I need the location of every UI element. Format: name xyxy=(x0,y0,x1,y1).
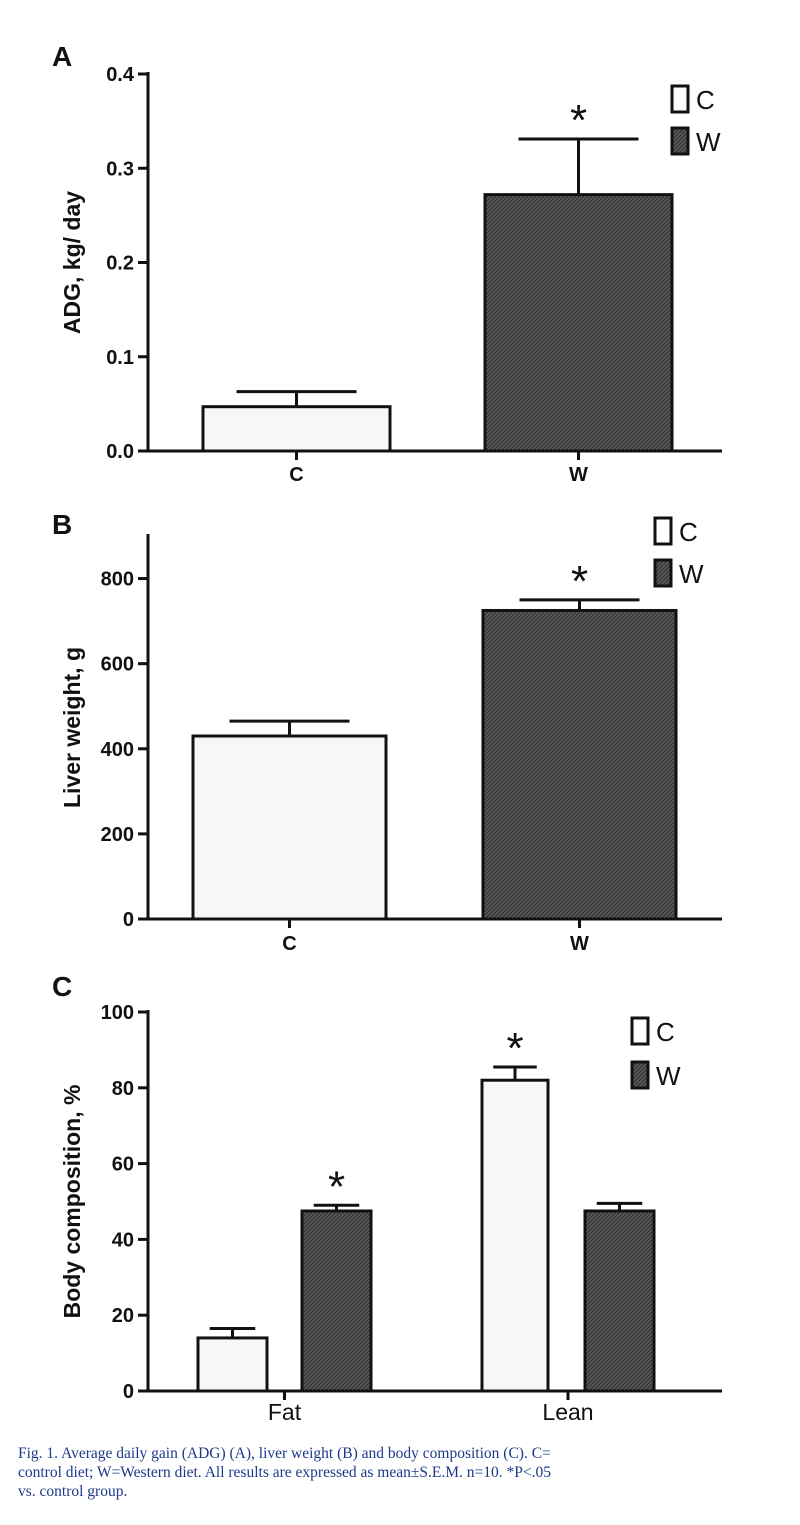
bar-shading xyxy=(484,1082,546,1389)
bar xyxy=(583,1209,656,1393)
y-axis-label: ADG, kg/ day xyxy=(59,191,85,334)
significance-marker: * xyxy=(328,1162,345,1211)
panel-label: B xyxy=(52,509,72,540)
legend-swatch xyxy=(670,84,690,114)
legend-label: W xyxy=(656,1061,681,1091)
bar-shading xyxy=(195,738,384,917)
bar xyxy=(481,608,678,921)
panel-label: C xyxy=(52,971,72,1002)
y-tick-label: 0.0 xyxy=(106,441,134,463)
x-tick-label: Lean xyxy=(542,1399,593,1425)
y-tick-label: 0 xyxy=(123,909,134,931)
y-tick-label: 200 xyxy=(101,824,134,846)
significance-marker: * xyxy=(506,1024,523,1073)
legend-swatch xyxy=(670,126,690,156)
y-tick-label: 400 xyxy=(101,739,134,761)
legend-swatch xyxy=(630,1060,650,1090)
y-tick-label: 0.1 xyxy=(106,347,134,369)
y-tick-label: 20 xyxy=(112,1305,134,1327)
bar-shading xyxy=(205,408,388,449)
panel-label: A xyxy=(52,41,72,72)
y-axis-label: Body composition, % xyxy=(59,1085,85,1319)
y-tick-label: 0.2 xyxy=(106,253,134,275)
legend-label: C xyxy=(656,1017,675,1047)
x-tick-label: C xyxy=(282,933,296,955)
x-tick-label: C xyxy=(289,464,303,486)
caption-line: control diet; W=Western diet. All result… xyxy=(18,1464,551,1481)
legend-label: C xyxy=(679,517,698,547)
significance-marker: * xyxy=(571,557,588,606)
y-tick-label: 100 xyxy=(101,1002,134,1024)
y-axis-label: Liver weight, g xyxy=(59,647,85,808)
y-tick-label: 600 xyxy=(101,654,134,676)
bar-shading xyxy=(200,1339,265,1389)
significance-marker: * xyxy=(570,96,587,145)
legend-label: W xyxy=(696,127,721,157)
legend-swatch xyxy=(653,516,673,546)
figure-caption: Fig. 1. Average daily gain (ADG) (A), li… xyxy=(18,1444,788,1501)
legend-swatch xyxy=(653,558,673,588)
x-tick-label: Fat xyxy=(268,1399,302,1425)
y-tick-label: 80 xyxy=(112,1078,134,1100)
y-tick-label: 0.3 xyxy=(106,158,134,180)
bar xyxy=(300,1209,373,1393)
legend-label: C xyxy=(696,85,715,115)
x-tick-label: W xyxy=(570,933,589,955)
y-tick-label: 800 xyxy=(101,569,134,591)
y-tick-label: 0.4 xyxy=(106,64,135,86)
caption-line: vs. control group. xyxy=(18,1483,128,1500)
y-tick-label: 60 xyxy=(112,1154,134,1176)
bar xyxy=(483,193,674,453)
y-tick-label: 0 xyxy=(123,1381,134,1403)
legend-swatch xyxy=(630,1016,650,1046)
x-tick-label: W xyxy=(569,464,588,486)
legend-label: W xyxy=(679,559,704,589)
caption-line: Fig. 1. Average daily gain (ADG) (A), li… xyxy=(18,1445,551,1462)
y-tick-label: 40 xyxy=(112,1229,134,1251)
